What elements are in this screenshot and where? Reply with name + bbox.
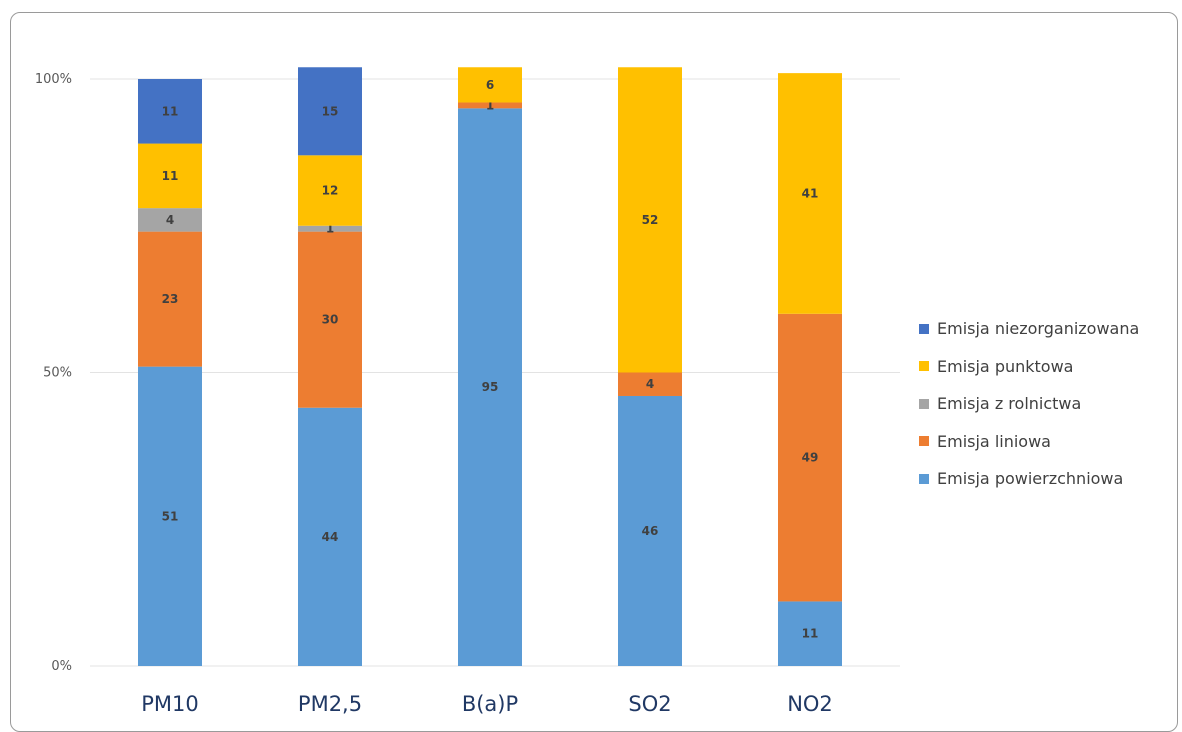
data-label: 15 xyxy=(322,104,339,118)
legend-swatch xyxy=(919,323,929,334)
y-tick-label: 50% xyxy=(43,366,72,381)
bar-segment xyxy=(458,108,522,667)
x-tick-label: B(a)P xyxy=(462,692,518,716)
legend-label: Emisja punktowa xyxy=(937,356,1074,376)
data-label: 11 xyxy=(802,627,819,641)
bar-segment xyxy=(778,73,842,314)
legend-label: Emisja z rolnictwa xyxy=(937,394,1082,414)
data-label: 1 xyxy=(326,222,334,236)
data-label: 11 xyxy=(162,104,179,118)
legend-label: Emisja powierzchniowa xyxy=(937,469,1124,489)
legend-label: Emisja liniowa xyxy=(937,431,1051,451)
data-label: 11 xyxy=(162,169,179,183)
bar-segment xyxy=(458,67,522,103)
legend-swatch xyxy=(919,398,929,409)
x-tick-label: SO2 xyxy=(628,692,671,716)
bar-segment xyxy=(298,407,362,666)
legend-swatch xyxy=(919,361,929,372)
bar-segment xyxy=(778,601,842,666)
legend-label: Emisja niezorganizowana xyxy=(937,319,1140,339)
legend-item: Emisja punktowa xyxy=(919,348,1179,386)
bar-segment xyxy=(298,155,362,226)
legend-item: Emisja z rolnictwa xyxy=(919,385,1179,423)
bar-segment xyxy=(618,67,682,373)
data-label: 6 xyxy=(486,78,494,92)
bar-segment xyxy=(138,79,202,144)
data-label: 95 xyxy=(482,380,499,394)
bar-segment xyxy=(458,102,522,109)
legend-item: Emisja niezorganizowana xyxy=(919,310,1179,348)
x-tick-label: PM2,5 xyxy=(298,692,362,716)
data-label: 49 xyxy=(802,451,819,465)
bar-segment xyxy=(618,372,682,396)
y-tick-label: 0% xyxy=(51,659,72,674)
legend-item: Emisja powierzchniowa xyxy=(919,460,1179,498)
legend-swatch xyxy=(919,473,929,484)
y-tick-label: 100% xyxy=(35,72,72,87)
legend: Emisja niezorganizowana Emisja punktowa Em… xyxy=(919,310,1179,498)
legend-swatch xyxy=(919,436,929,447)
bar-segment xyxy=(138,366,202,666)
data-label: 52 xyxy=(642,213,659,227)
data-label: 30 xyxy=(322,313,339,327)
data-label: 46 xyxy=(642,524,659,538)
x-tick-label: NO2 xyxy=(787,692,833,716)
bar-segment xyxy=(298,225,362,232)
bar-segment xyxy=(298,231,362,408)
data-label: 12 xyxy=(322,184,339,198)
data-label: 41 xyxy=(802,186,819,200)
data-label: 4 xyxy=(166,213,174,227)
bar-segment xyxy=(138,208,202,232)
data-label: 1 xyxy=(486,98,494,112)
bar-segment xyxy=(138,231,202,367)
data-label: 51 xyxy=(162,509,179,523)
data-label: 23 xyxy=(162,292,179,306)
bar-segment xyxy=(298,67,362,156)
x-tick-label: PM10 xyxy=(141,692,199,716)
bar-segment xyxy=(618,395,682,666)
legend-item: Emisja liniowa xyxy=(919,423,1179,461)
bar-segment xyxy=(138,143,202,209)
bar-segment xyxy=(778,313,842,602)
data-label: 4 xyxy=(646,377,654,391)
data-label: 44 xyxy=(322,530,339,544)
